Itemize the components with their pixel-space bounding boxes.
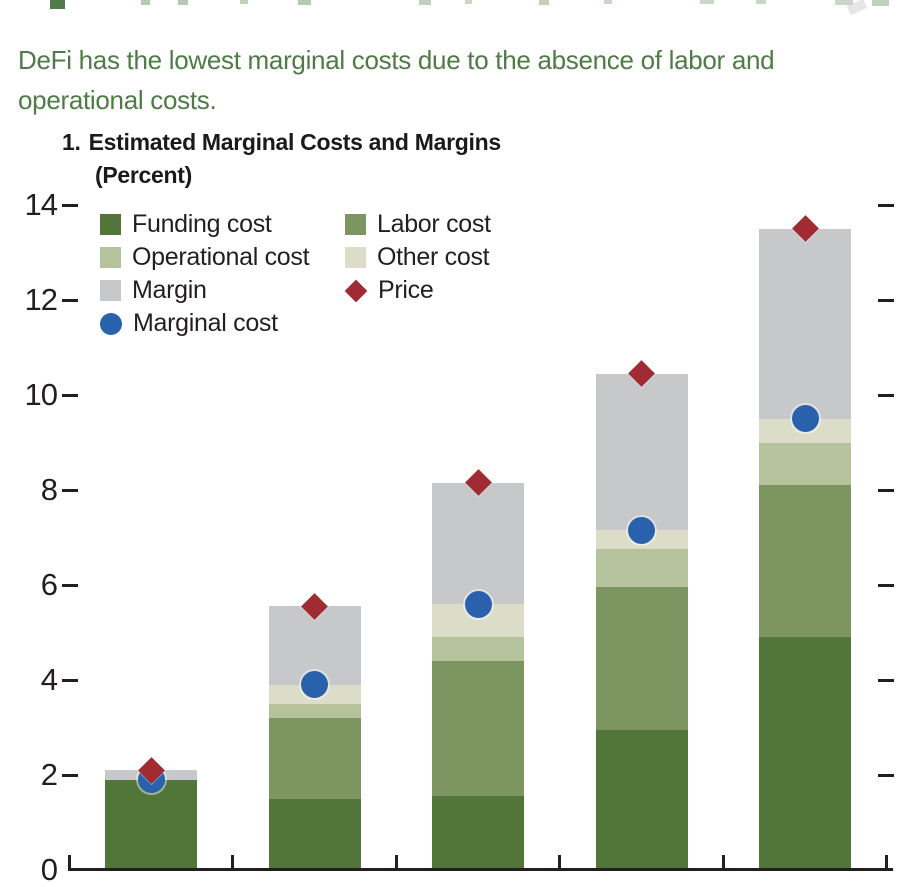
- other-cost-square-icon: [345, 247, 366, 268]
- panel-number: 1.: [62, 129, 81, 155]
- y-axis-tick-right: [878, 583, 894, 587]
- y-axis-tick-right: [878, 298, 894, 302]
- margin-square-icon: [100, 280, 121, 301]
- legend-item-operational-cost: Operational cost: [100, 241, 310, 274]
- marginal-cost-circle-icon: [100, 312, 122, 335]
- y-axis-label: 14: [24, 187, 58, 222]
- bar-segment-funding-cost: [595, 729, 688, 870]
- y-axis-tick-left: [62, 773, 78, 777]
- y-axis-label: 6: [40, 567, 58, 602]
- legend-item-labor-cost: Labor cost: [345, 208, 491, 241]
- legend-label: Funding cost: [132, 210, 272, 238]
- legend-label: Marginal cost: [133, 309, 278, 337]
- bar-segment-labor-cost: [759, 485, 851, 638]
- cropped-text-fragment: [298, 0, 311, 5]
- panel-subtitle: (Percent): [95, 162, 192, 188]
- x-axis-tick: [67, 855, 71, 869]
- cropped-text-fragment: [835, 0, 853, 5]
- marginal-cost-marker: [301, 671, 328, 699]
- legend-label: Other cost: [377, 243, 490, 271]
- bar-segment-operational-cost: [432, 637, 524, 661]
- x-axis-line: [68, 868, 893, 871]
- y-axis-label: 8: [40, 472, 58, 507]
- legend-label: Labor cost: [377, 210, 491, 238]
- cropped-header-strip: [0, 0, 924, 16]
- bar-segment-funding-cost: [268, 798, 361, 870]
- y-axis-label: 4: [40, 662, 58, 697]
- bar-segment-labor-cost: [432, 661, 524, 797]
- y-axis-tick-left: [62, 678, 78, 682]
- cropped-text-fragment: [178, 0, 188, 5]
- y-axis-tick-right: [878, 488, 894, 492]
- y-axis-tick-left: [62, 583, 78, 587]
- legend-column-2: Labor cost Other cost Price: [344, 208, 491, 307]
- bar-segment-margin: [595, 373, 688, 531]
- operational-cost-square-icon: [100, 247, 121, 268]
- bar-segment-margin: [759, 228, 851, 419]
- cropped-text-fragment: [872, 0, 889, 6]
- bar-segment-margin: [432, 482, 524, 604]
- price-diamond-icon: [344, 279, 368, 302]
- cropped-text-fragment: [539, 0, 549, 5]
- y-axis-tick-left: [62, 488, 78, 492]
- cropped-text-fragment: [756, 0, 766, 4]
- cropped-text-fragment: [419, 0, 431, 5]
- y-axis-tick-right: [878, 773, 894, 777]
- legend-label: Price: [378, 276, 434, 304]
- y-axis-label: 12: [24, 282, 58, 317]
- bar-segment-labor-cost: [595, 587, 688, 730]
- x-axis-tick: [558, 855, 562, 869]
- y-axis-tick-left: [62, 298, 78, 302]
- y-axis-label: 2: [40, 757, 58, 792]
- y-axis-tick-right: [878, 203, 894, 207]
- bar-segment-funding-cost: [105, 779, 197, 870]
- funding-cost-square-icon: [100, 214, 121, 235]
- cropped-text-fragment: [700, 0, 714, 4]
- marginal-cost-marker: [464, 590, 492, 618]
- bar-segment-funding-cost: [759, 637, 851, 870]
- bar-segment-operational-cost: [595, 549, 688, 588]
- marginal-cost-marker: [791, 405, 819, 433]
- cropped-text-fragment: [465, 0, 472, 4]
- panel-title-text: Estimated Marginal Costs and Margins: [88, 129, 502, 155]
- y-axis-label: 10: [24, 377, 58, 412]
- cropped-text-fragment: [604, 0, 612, 4]
- cropped-text-fragment: [141, 0, 150, 5]
- x-axis-tick: [394, 855, 398, 869]
- bar-segment-labor-cost: [268, 718, 361, 799]
- legend-item-funding-cost: Funding cost: [100, 208, 309, 241]
- y-axis-tick-left: [62, 203, 78, 207]
- y-axis-tick-right: [878, 393, 894, 397]
- legend-item-other-cost: Other cost: [345, 241, 491, 274]
- panel-title-block: 1. Estimated Marginal Costs and Margins (…: [62, 126, 501, 192]
- legend-item-price: Price: [344, 274, 491, 307]
- legend-label: Margin: [132, 276, 207, 304]
- panel-title-line: 1. Estimated Marginal Costs and Margins: [62, 126, 501, 159]
- x-axis-tick: [885, 855, 889, 869]
- y-axis-tick-left: [62, 393, 78, 397]
- labor-cost-square-icon: [345, 214, 366, 235]
- y-axis-tick-right: [878, 678, 894, 682]
- bar-segment-operational-cost: [268, 703, 361, 718]
- cropped-text-fragment: [240, 0, 248, 4]
- legend-column-1: Funding cost Operational cost Margin Margin…: [100, 208, 310, 340]
- x-axis-tick: [231, 855, 235, 869]
- y-axis-label: 0: [40, 852, 58, 887]
- legend-item-marginal-cost: Marginal cost: [100, 307, 309, 340]
- legend-label: Operational cost: [132, 243, 310, 271]
- cropped-text-fragment: [50, 0, 65, 9]
- deck-text: DeFi has the lowest marginal costs due t…: [18, 45, 775, 115]
- legend-item-margin: Margin: [100, 274, 309, 307]
- marginal-cost-marker: [628, 516, 655, 544]
- bar-segment-funding-cost: [432, 796, 524, 870]
- bar-segment-operational-cost: [759, 442, 851, 486]
- x-axis-tick: [721, 855, 725, 869]
